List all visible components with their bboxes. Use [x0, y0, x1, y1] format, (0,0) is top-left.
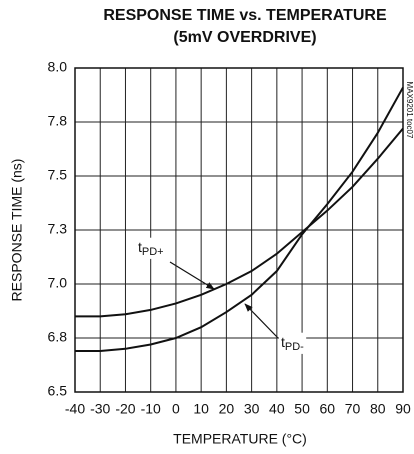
x-axis-label: TEMPERATURE (°C): [173, 431, 307, 447]
x-tick-label: 0: [172, 401, 180, 417]
label-background: [279, 332, 307, 354]
annotation-arrow: [169, 261, 215, 290]
y-tick-label: 6.5: [48, 383, 68, 399]
chart-subtitle: (5mV OVERDRIVE): [173, 29, 316, 46]
x-tick-label: 60: [320, 401, 336, 417]
x-tick-label: -10: [141, 401, 161, 417]
series-label: tPD-: [281, 334, 304, 353]
x-tick-label: -30: [90, 401, 110, 417]
x-tick-label: 10: [193, 401, 209, 417]
y-tick-label: 6.8: [48, 329, 68, 345]
y-tick-label: 7.3: [48, 221, 68, 237]
chart-title: RESPONSE TIME vs. TEMPERATURE: [103, 7, 387, 24]
series-line: [75, 86, 404, 352]
x-tick-label: -40: [65, 401, 85, 417]
x-tick-label: 40: [269, 401, 285, 417]
y-tick-label: 8.0: [48, 59, 68, 75]
annotation-arrow: [244, 303, 279, 339]
x-tick-label: -20: [115, 401, 135, 417]
y-tick-label: 7.0: [48, 275, 68, 291]
y-tick-label: 7.5: [48, 167, 68, 183]
series-line: [75, 127, 404, 318]
x-tick-label: 30: [244, 401, 260, 417]
x-tick-label: 70: [345, 401, 361, 417]
x-tick-label: 90: [395, 401, 411, 417]
watermark: MAX9201 toc07: [405, 82, 414, 139]
x-tick-label: 20: [219, 401, 235, 417]
series-label: tPD+: [138, 239, 164, 258]
x-tick-label: 50: [294, 401, 310, 417]
x-tick-label: 80: [370, 401, 386, 417]
plot-frame: [74, 67, 404, 393]
label-background: [136, 237, 166, 259]
y-tick-label: 7.8: [48, 113, 68, 129]
y-axis-label: RESPONSE TIME (ns): [9, 159, 25, 302]
